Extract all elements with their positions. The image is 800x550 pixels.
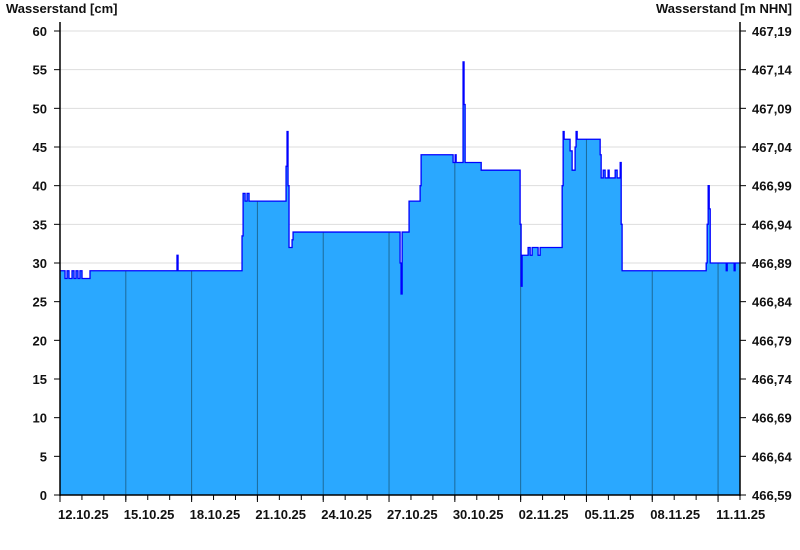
x-tick-label: 18.10.25 [190,507,241,522]
left-tick-label: 5 [40,449,47,464]
left-tick-label: 35 [33,217,47,232]
x-tick-label: 08.11.25 [650,507,700,522]
water-level-line [60,61,740,295]
left-axis-title: Wasserstand [cm] [6,1,118,16]
x-tick-label: 27.10.25 [387,507,438,522]
left-tick-label: 45 [33,140,47,155]
right-tick-label: 466,94 [752,217,793,232]
right-tick-label: 466,74 [752,372,793,387]
left-tick-label: 50 [33,101,47,116]
water-level-area [60,61,740,495]
left-tick-label: 20 [33,333,47,348]
right-tick-label: 467,19 [752,24,792,39]
x-tick-label: 30.10.25 [453,507,504,522]
x-tick-label: 12.10.25 [58,507,109,522]
x-tick-label: 02.11.25 [519,507,569,522]
right-tick-label: 467,09 [752,101,792,116]
right-tick-label: 466,84 [752,295,793,310]
right-tick-label: 466,69 [752,411,792,426]
left-tick-label: 10 [33,411,47,426]
left-tick-label: 55 [33,63,47,78]
right-tick-label: 466,64 [752,449,793,464]
right-axis-title: Wasserstand [m NHN] [655,1,792,16]
left-tick-label: 25 [33,295,47,310]
x-tick-label: 24.10.25 [321,507,372,522]
x-tick-label: 15.10.25 [124,507,175,522]
right-tick-label: 466,59 [752,488,792,503]
left-tick-label: 60 [33,24,47,39]
right-tick-label: 466,79 [752,333,792,348]
left-tick-label: 15 [33,372,47,387]
x-tick-label: 05.11.25 [584,507,634,522]
right-tick-label: 466,99 [752,179,792,194]
left-tick-label: 40 [33,179,47,194]
right-tick-label: 466,89 [752,256,792,271]
left-tick-label: 30 [33,256,47,271]
right-tick-label: 467,14 [752,63,793,78]
x-tick-label: 11.11.25 [716,507,765,522]
left-tick-label: 0 [40,488,47,503]
right-tick-label: 467,04 [752,140,793,155]
x-tick-label: 21.10.25 [255,507,306,522]
